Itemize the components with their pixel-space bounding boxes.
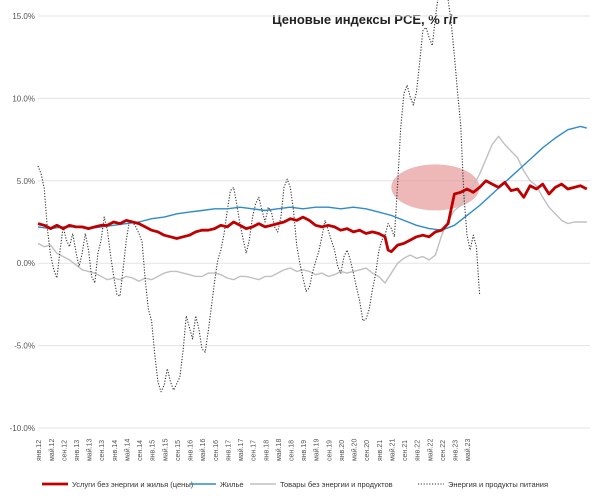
x-tick-label: сен.13 (99, 440, 106, 461)
x-tick-label: май.13 (86, 439, 94, 461)
legend: Услуги без энергии и жилья (цены) Жилье То… (42, 480, 548, 489)
grid-lines (38, 15, 590, 429)
y-tick-label: 15.0% (12, 12, 35, 21)
x-tick-label: май.18 (275, 439, 283, 461)
chart-title: Ценовые индексы PCE, % г/г (272, 12, 458, 27)
x-tick-label: янв.20 (339, 440, 346, 461)
y-tick-label: 5.0% (17, 177, 35, 186)
x-tick-label: май.12 (48, 439, 56, 461)
series-line (37, 0, 481, 393)
x-tick-label: сен.15 (175, 440, 182, 461)
x-tick-label: май.22 (426, 439, 434, 461)
legend-label: Услуги без энергии и жилья (цены) (72, 480, 194, 489)
x-tick-label: янв.15 (150, 440, 157, 461)
x-tick-label: май.21 (388, 439, 396, 461)
y-axis-tick-labels: -10.0% -5.0% 0.0% 5.0% 10.0% 15.0% (10, 12, 35, 433)
series-layer (37, 0, 588, 393)
legend-label: Энергия и продукты питания (448, 480, 548, 489)
x-tick-label: янв.16 (188, 440, 195, 461)
x-tick-label: сен.21 (402, 440, 409, 461)
x-tick-label: май.20 (351, 439, 359, 461)
y-tick-label: -10.0% (10, 424, 35, 433)
x-tick-label: май.15 (161, 439, 169, 461)
x-tick-label: янв.17 (225, 440, 232, 461)
x-tick-label: май.19 (313, 439, 321, 461)
x-tick-label: янв.21 (377, 440, 384, 461)
y-tick-label: 10.0% (12, 94, 35, 103)
series-line (37, 179, 588, 254)
x-tick-label: май.17 (237, 439, 245, 461)
x-tick-label: янв.22 (415, 440, 422, 461)
x-tick-label: сен.22 (440, 440, 447, 461)
x-tick-label: сен.12 (61, 440, 68, 461)
legend-label: Товары без энергии и продуктов (280, 480, 393, 489)
highlight-ellipse (391, 164, 480, 211)
x-tick-label: сен.17 (251, 440, 258, 461)
x-tick-label: сен.18 (288, 440, 295, 461)
x-tick-label: янв.13 (74, 440, 81, 461)
legend-label: Жилье (220, 480, 244, 489)
x-tick-label: сен.14 (137, 440, 144, 461)
x-tick-label: май.14 (123, 439, 131, 461)
y-tick-label: 0.0% (17, 259, 35, 268)
x-tick-label: сен.19 (326, 440, 333, 461)
x-tick-label: сен.16 (213, 440, 220, 461)
x-tick-label: янв.12 (36, 440, 43, 461)
x-tick-label: май.23 (464, 439, 472, 461)
y-tick-label: -5.0% (14, 342, 35, 351)
x-axis-tick-labels: янв.12 май.12 сен.12 янв.13 май.13 сен.13 янв.… (36, 439, 472, 461)
annotation-layer (391, 164, 480, 211)
x-tick-label: сен.20 (364, 440, 371, 461)
x-tick-label: янв.23 (453, 440, 460, 461)
x-tick-label: янв.14 (112, 440, 119, 461)
x-tick-label: янв.19 (301, 440, 308, 461)
x-tick-label: янв.18 (263, 440, 270, 461)
x-tick-label: май.16 (199, 439, 207, 461)
